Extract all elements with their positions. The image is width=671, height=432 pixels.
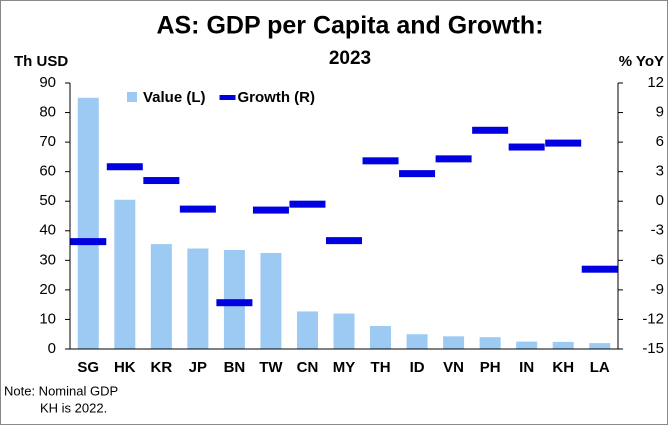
bar — [516, 341, 538, 349]
bar — [333, 313, 355, 349]
x-tick-label: ID — [410, 359, 425, 376]
note: Note: Nominal GDP — [4, 383, 118, 398]
bar — [479, 337, 501, 349]
y-tick-label: 0 — [48, 340, 56, 357]
x-tick-label: SG — [77, 359, 99, 376]
bar — [443, 336, 465, 349]
growth-marker — [435, 155, 472, 163]
y-tick-label: 90 — [39, 74, 56, 91]
x-tick-label: CN — [297, 359, 319, 376]
growth-marker — [581, 265, 618, 273]
x-tick-label: IN — [519, 359, 534, 376]
x-tick-label: VN — [443, 359, 464, 376]
y-tick-label: 20 — [39, 281, 56, 298]
note: KH is 2022. — [40, 400, 107, 415]
x-tick-label: KH — [552, 359, 574, 376]
legend-label: Growth (R) — [238, 89, 315, 106]
x-tick-label: JP — [189, 359, 207, 376]
y-tick-label: 60 — [39, 163, 56, 180]
growth-marker — [70, 238, 107, 246]
growth-marker — [545, 139, 582, 147]
x-tick-label: MY — [333, 359, 356, 376]
growth-marker — [326, 237, 362, 245]
growth-marker — [179, 205, 216, 213]
chart-title: AS: GDP per Capita and Growth: — [156, 12, 543, 40]
y2-axis-label: % YoY — [619, 53, 664, 70]
bar — [296, 311, 318, 349]
x-tick-label: PH — [480, 359, 501, 376]
y-tick-label: 40 — [39, 222, 56, 239]
bar — [370, 325, 392, 349]
y-tick-label: 80 — [39, 104, 56, 121]
bar — [150, 244, 172, 349]
bar — [187, 248, 209, 349]
y-axis-label: Th USD — [14, 53, 68, 70]
y2-tick-label: -9 — [651, 281, 664, 298]
y-tick-label: 30 — [39, 251, 56, 268]
y2-tick-label: -3 — [651, 222, 664, 239]
x-tick-label: TH — [371, 359, 391, 376]
frame — [0, 0, 668, 425]
y-tick-label: 10 — [39, 310, 56, 327]
growth-marker — [143, 177, 180, 185]
x-tick-label: KR — [150, 359, 172, 376]
legend-swatch — [127, 92, 137, 102]
y2-tick-label: 3 — [656, 163, 664, 180]
y-tick-label: 50 — [39, 192, 56, 209]
growth-marker — [252, 206, 289, 214]
chart-subtitle: 2023 — [329, 48, 371, 69]
growth-marker — [472, 126, 509, 134]
y2-tick-label: -12 — [642, 310, 664, 327]
bar — [114, 199, 136, 349]
y2-tick-label: 6 — [656, 133, 664, 150]
growth-marker — [362, 157, 399, 165]
x-tick-label: TW — [259, 359, 283, 376]
x-tick-label: HK — [114, 359, 136, 376]
bar — [589, 343, 611, 349]
bar — [77, 97, 99, 350]
growth-marker — [508, 143, 545, 151]
x-tick-label: BN — [224, 359, 246, 376]
growth-marker — [216, 299, 253, 307]
y-tick-label: 70 — [39, 133, 56, 150]
x-tick-label: LA — [590, 359, 610, 376]
y2-tick-label: -15 — [642, 340, 664, 357]
y2-tick-label: -6 — [651, 251, 664, 268]
bar — [406, 334, 428, 349]
growth-marker — [106, 163, 143, 171]
y2-tick-label: 12 — [647, 74, 664, 91]
y2-tick-label: 9 — [656, 104, 664, 121]
bar — [260, 252, 282, 349]
bar — [552, 341, 574, 349]
growth-marker — [399, 170, 436, 178]
growth-marker — [289, 200, 326, 208]
legend-swatch — [219, 95, 236, 100]
legend-label: Value (L) — [143, 89, 206, 106]
y2-tick-label: 0 — [656, 192, 664, 209]
